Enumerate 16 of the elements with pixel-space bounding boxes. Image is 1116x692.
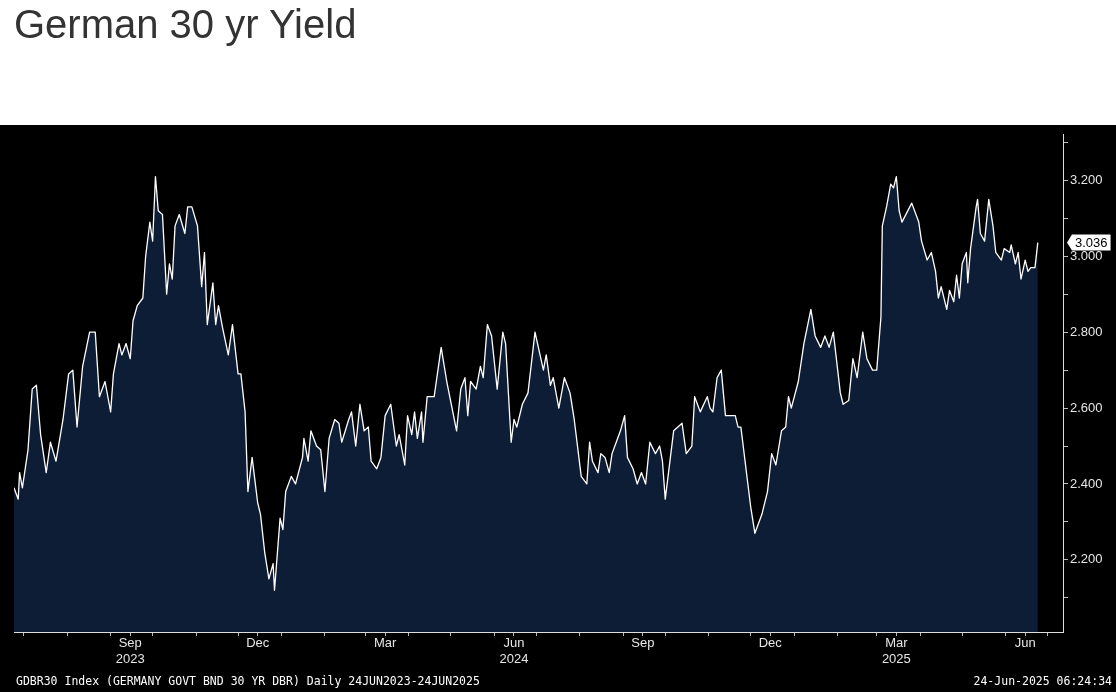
y-tick-label: 2.800 (1070, 323, 1103, 339)
text: 24-Jun-2025 06:24:34 (973, 674, 1112, 688)
x-tick-label: Mar (373, 635, 398, 651)
x-tick-label: Mar 2025 (881, 635, 911, 666)
x-tick-label: Dec (246, 635, 270, 651)
y-tick-label: 2.200 (1070, 551, 1103, 567)
x-tick-label: Sep (631, 635, 655, 651)
x-tick-label: Dec (758, 635, 783, 651)
y-tick-label: 2.400 (1070, 475, 1103, 491)
y-tick-label: 3.200 (1070, 171, 1103, 187)
text: GDBR30 Index (GERMANY GOVT BND 30 YR DBR) Daily 24JUN2023-24JUN2025 (16, 674, 480, 688)
chart-title: German 30 yr Yield (14, 2, 357, 47)
x-tick-label: Jun 2024 (499, 635, 529, 666)
x-tick-label: Sep 2023 (115, 635, 145, 666)
x-tick-label: Jun (1014, 635, 1036, 651)
y-tick-label: 2.600 (1070, 399, 1103, 415)
